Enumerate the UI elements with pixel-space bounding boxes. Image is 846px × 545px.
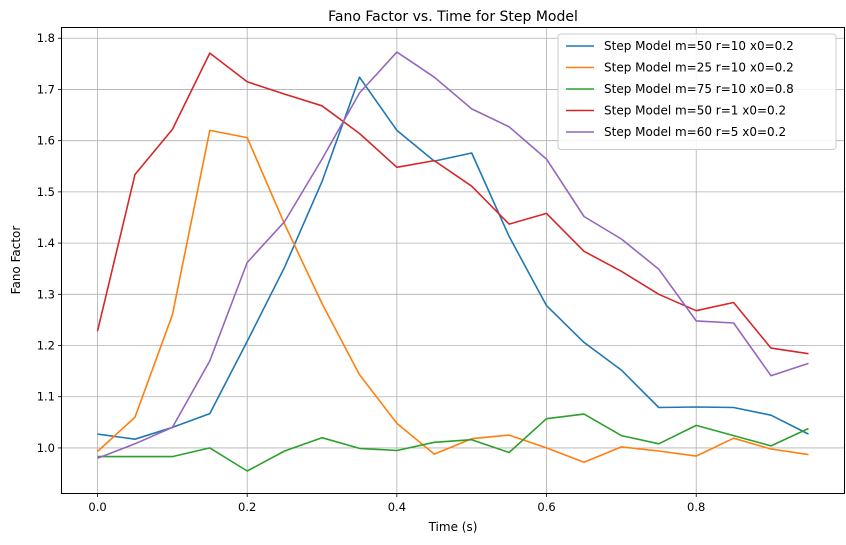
x-tick-label: 0.2: [238, 500, 256, 514]
y-tick-label: 1.3: [37, 287, 55, 301]
y-tick-label: 1.1: [37, 390, 55, 404]
series-line-2: [96, 129, 809, 464]
x-tick-label: 0.6: [537, 500, 555, 514]
y-tick-label: 1.0: [37, 441, 55, 455]
x-axis-label: Time (s): [428, 520, 478, 534]
legend: Step Model m=50 r=10 x0=0.2 Step Model m=…: [557, 33, 837, 150]
y-axis-ticks: 1.0 1.1 1.2 1.3 1.4 1.5 1.6 1.7 1.8: [37, 31, 62, 455]
y-tick-label: 1.7: [37, 82, 55, 96]
series-lines: [96, 51, 809, 472]
y-tick-label: 1.5: [37, 185, 55, 199]
x-tick-label: 0.4: [388, 500, 406, 514]
series-line-1: [97, 76, 809, 441]
x-axis-ticks: 0.0 0.2 0.4 0.6 0.8: [88, 493, 705, 514]
legend-label-3: Step Model m=75 r=10 x0=0.8: [604, 82, 794, 96]
series-line-5: [97, 51, 809, 459]
legend-label-4: Step Model m=50 r=1 x0=0.2: [604, 104, 786, 118]
y-axis-label: Fano Factor: [9, 226, 23, 295]
legend-box: [557, 33, 837, 150]
legend-label-2: Step Model m=25 r=10 x0=0.2: [604, 61, 794, 75]
y-tick-label: 1.6: [37, 134, 55, 148]
chart-title: Fano Factor vs. Time for Step Model: [328, 9, 578, 25]
legend-label-1: Step Model m=50 r=10 x0=0.2: [604, 39, 794, 53]
legend-label-5: Step Model m=60 r=5 x0=0.2: [604, 125, 786, 139]
series-line-4: [96, 52, 809, 355]
plot-frame: [61, 27, 845, 494]
y-tick-label: 1.4: [37, 236, 55, 250]
x-tick-label: 0.8: [687, 500, 705, 514]
series-line-3: [97, 413, 809, 472]
y-tick-label: 1.8: [37, 31, 55, 45]
grid-lines: [62, 28, 844, 493]
x-tick-label: 0.0: [88, 500, 106, 514]
y-tick-label: 1.2: [37, 339, 55, 353]
